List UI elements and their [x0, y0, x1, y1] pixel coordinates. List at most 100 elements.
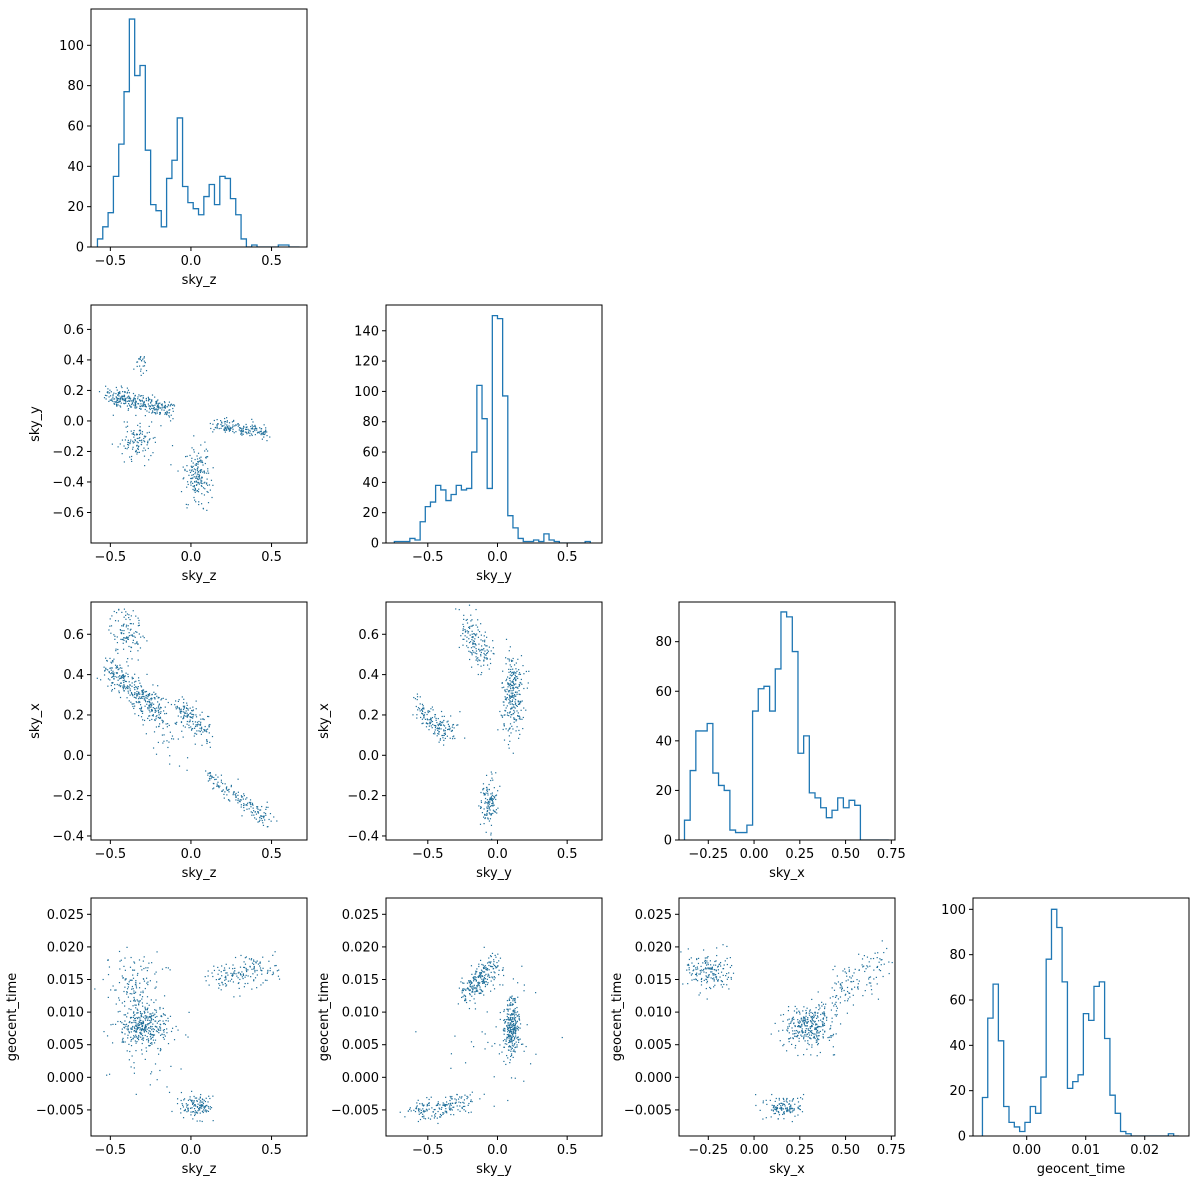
- y-tick-label: 0.000: [47, 1071, 84, 1086]
- scatter-point: [209, 723, 211, 726]
- scatter-point: [111, 667, 113, 669]
- scatter-point: [192, 723, 194, 725]
- scatter-point: [509, 1062, 511, 1064]
- scatter-point: [163, 401, 166, 403]
- scatter-point: [511, 690, 513, 692]
- scatter-point: [176, 1098, 179, 1100]
- scatter-point: [422, 1113, 424, 1115]
- scatter-point: [445, 727, 447, 729]
- scatter-point: [134, 688, 136, 691]
- scatter-point: [127, 665, 129, 667]
- scatter-point: [251, 803, 254, 806]
- scatter-point: [151, 718, 153, 721]
- scatter-point: [512, 673, 514, 675]
- scatter-point: [494, 977, 496, 979]
- scatter-point: [795, 1035, 797, 1038]
- scatter-point: [126, 397, 128, 399]
- scatter-point: [507, 1008, 509, 1010]
- scatter-point: [126, 637, 128, 639]
- scatter-point: [507, 1031, 509, 1033]
- scatter-point: [482, 975, 484, 978]
- scatter-point: [791, 1107, 793, 1109]
- scatter-point: [123, 684, 125, 686]
- scatter-point: [472, 640, 474, 642]
- scatter-point: [466, 622, 469, 624]
- scatter-point: [490, 805, 492, 807]
- scatter-point: [509, 697, 511, 699]
- scatter-point: [518, 673, 520, 676]
- scatter-point: [780, 1102, 782, 1104]
- scatter-point: [164, 1023, 166, 1026]
- scatter-point: [851, 988, 853, 990]
- scatter-point: [147, 1039, 150, 1042]
- scatter-point: [511, 706, 513, 708]
- scatter-point: [471, 1091, 473, 1093]
- scatter-point: [159, 1006, 161, 1009]
- scatter-point: [443, 732, 445, 735]
- scatter-point: [511, 1018, 514, 1020]
- scatter-point: [130, 1066, 132, 1068]
- scatter-points: [96, 608, 278, 828]
- scatter-point: [269, 436, 271, 438]
- scatter-point: [269, 812, 272, 815]
- scatter-point: [248, 958, 251, 960]
- scatter-point: [156, 405, 159, 407]
- scatter-point: [508, 1037, 510, 1039]
- scatter-point: [129, 1020, 131, 1023]
- scatter-point: [240, 804, 242, 806]
- scatter-point: [465, 1001, 468, 1004]
- scatter-point: [808, 1044, 810, 1046]
- scatter-point: [482, 789, 484, 791]
- scatter-point: [811, 1012, 814, 1014]
- scatter-point: [144, 1025, 147, 1027]
- y-tick-label: 0.000: [635, 1071, 672, 1086]
- scatter-point: [194, 743, 196, 745]
- scatter-point: [137, 451, 139, 454]
- scatter-point: [441, 734, 443, 737]
- scatter-point: [486, 799, 489, 801]
- scatter-point: [438, 1107, 440, 1109]
- scatter-point: [237, 799, 239, 802]
- scatter-point: [813, 1036, 815, 1038]
- scatter-point: [495, 772, 497, 774]
- scatter-point: [834, 1003, 836, 1005]
- scatter-point: [117, 398, 119, 400]
- scatter-point: [184, 712, 186, 714]
- scatter-point: [250, 976, 252, 978]
- scatter-point: [409, 1107, 411, 1109]
- scatter-point: [115, 650, 117, 652]
- scatter-point: [816, 1026, 818, 1028]
- scatter-point: [810, 1034, 813, 1036]
- scatter-point: [188, 727, 190, 729]
- scatter-point: [690, 957, 692, 959]
- scatter-point: [801, 1035, 803, 1037]
- scatter-point: [510, 997, 513, 999]
- scatter-point: [439, 739, 441, 741]
- scatter-point: [111, 660, 114, 662]
- scatter-point: [215, 778, 217, 780]
- scatter-point: [116, 389, 118, 391]
- scatter-point: [215, 979, 217, 981]
- scatter-point: [707, 963, 709, 966]
- scatter-point: [150, 1037, 152, 1039]
- scatter-point: [517, 700, 519, 702]
- scatter-point: [473, 633, 475, 635]
- scatter-point: [146, 694, 148, 697]
- scatter-point: [247, 969, 249, 971]
- scatter-point: [256, 427, 258, 430]
- scatter-point: [140, 356, 142, 358]
- scatter-point: [483, 1093, 485, 1095]
- scatter-point: [436, 721, 438, 724]
- scatter-point: [514, 1007, 516, 1010]
- scatter-point: [238, 424, 240, 426]
- panel-scatter-sky_z-vs-sky_y: −0.5 0.0 0.5−0.6−0.4−0.20.00.20.40.6sky_zs…: [28, 304, 308, 584]
- scatter-point: [523, 687, 525, 690]
- scatter-point: [140, 685, 142, 687]
- scatter-point: [152, 1034, 154, 1036]
- scatter-point: [535, 992, 537, 994]
- scatter-point: [510, 701, 512, 703]
- scatter-point: [224, 969, 226, 971]
- scatter-point: [177, 1029, 179, 1031]
- scatter-point: [881, 959, 883, 961]
